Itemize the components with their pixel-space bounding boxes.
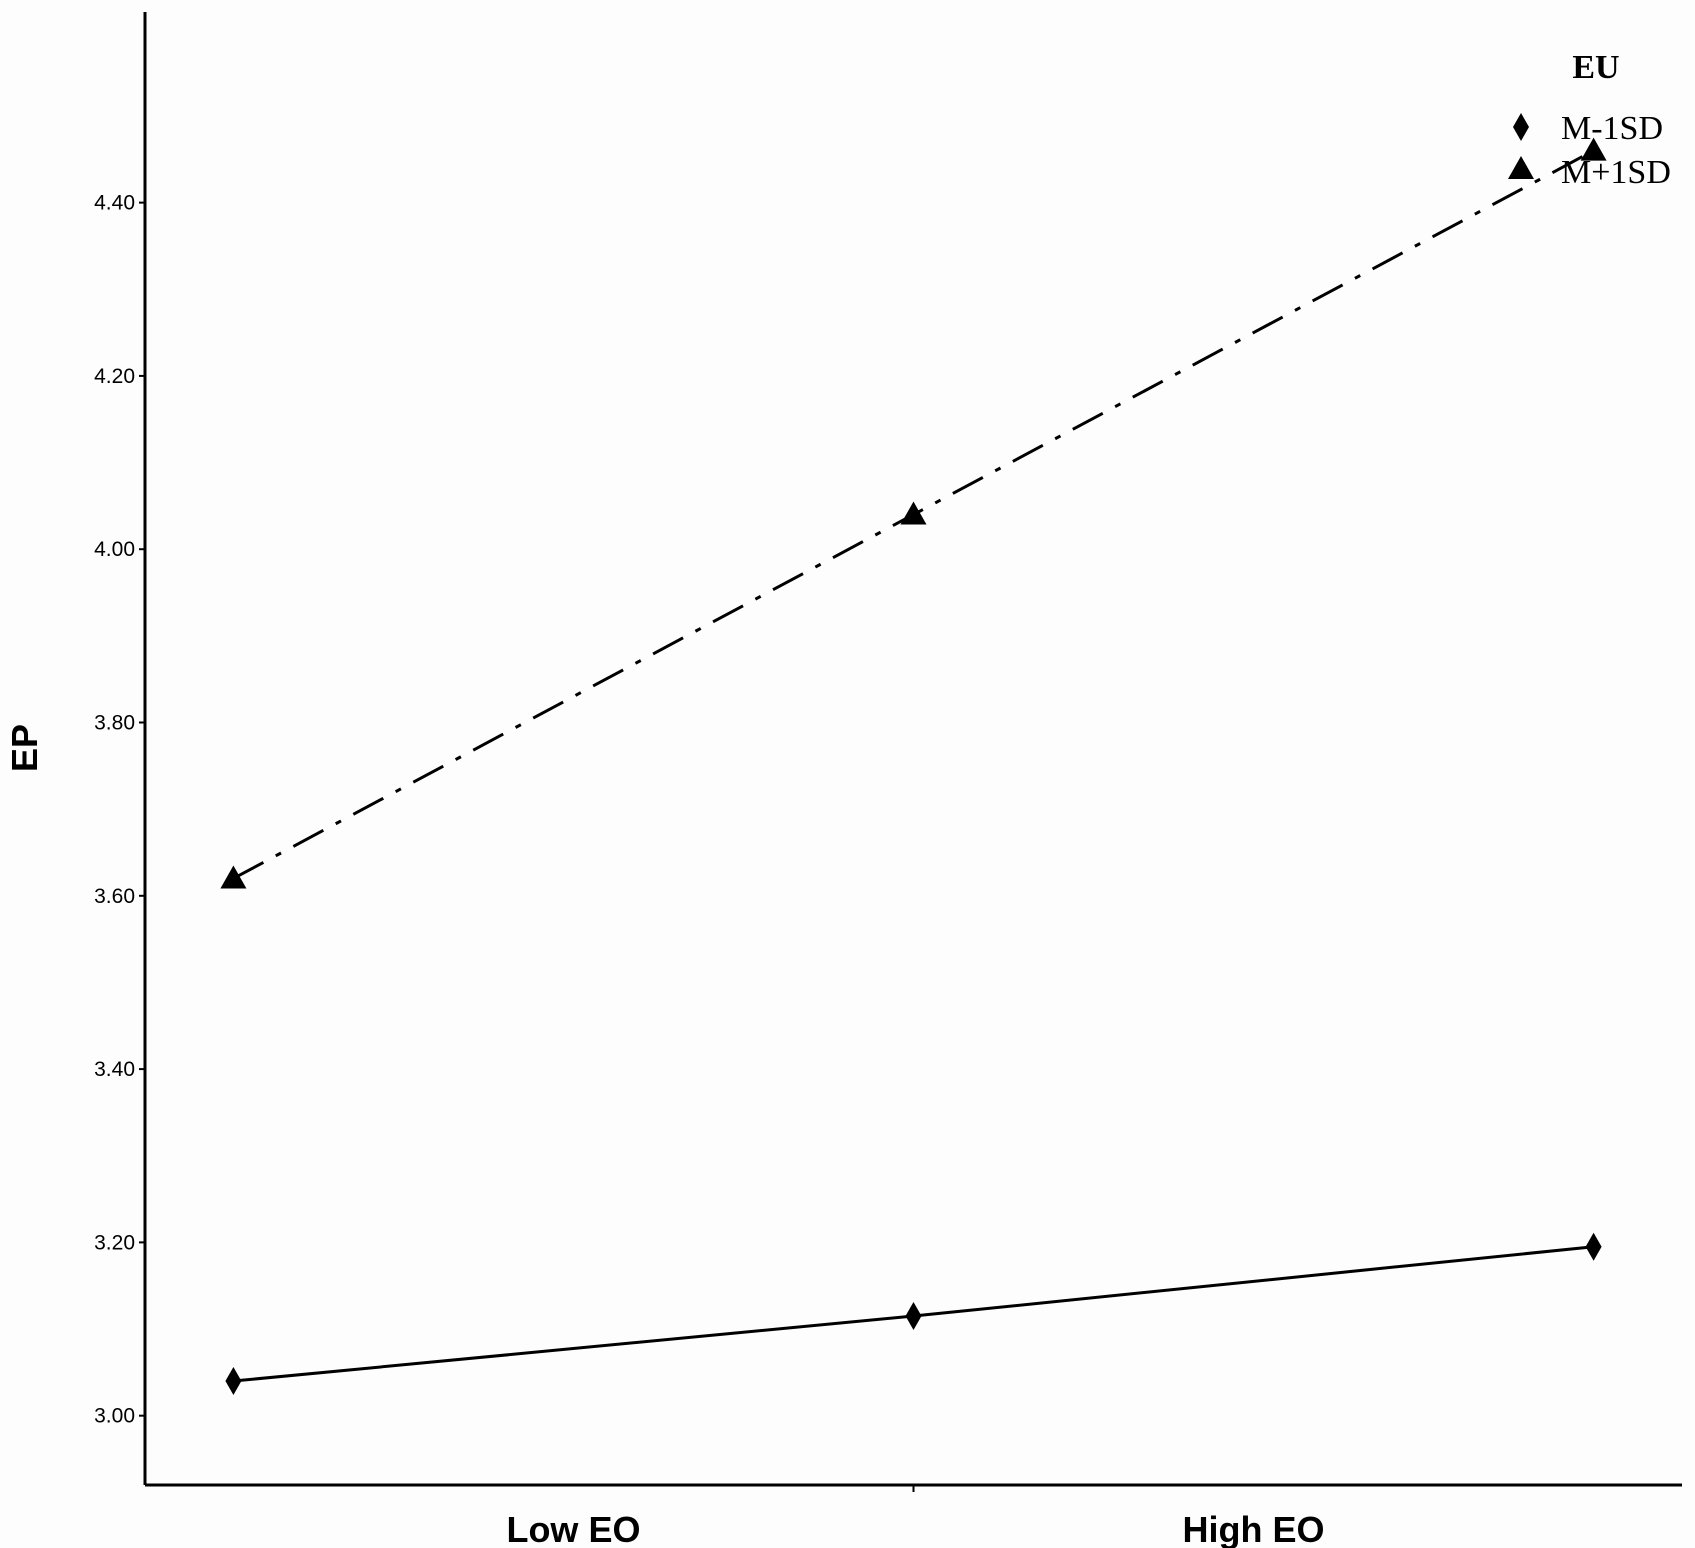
y-tick-label: 3.40: [94, 1058, 135, 1081]
legend: EU M-1SD M+1SD: [1508, 49, 1671, 191]
y-ticks: 3.00 3.20 3.40 3.60 3.80 4.00 4.20 4.40: [94, 192, 145, 1428]
x-category-label: High EO: [1183, 1509, 1325, 1548]
legend-label: M-1SD: [1561, 110, 1663, 147]
diamond-marker: [1585, 1232, 1602, 1261]
legend-diamond-icon: [1513, 113, 1529, 141]
series-M+1SD: [220, 137, 1607, 889]
y-tick-label: 4.20: [94, 365, 135, 388]
y-axis-title: EP: [4, 724, 45, 772]
diamond-marker: [225, 1367, 242, 1396]
legend-triangle-icon: [1508, 156, 1534, 179]
y-tick-label: 4.00: [94, 538, 135, 561]
y-tick-label: 3.60: [94, 885, 135, 908]
axes: [143, 12, 1682, 1487]
y-tick-label: 4.40: [94, 192, 135, 215]
y-tick-label: 3.20: [94, 1231, 135, 1254]
x-ticks: Low EO High EO: [506, 1485, 1325, 1548]
triangle-marker: [900, 501, 927, 525]
triangle-marker: [220, 865, 247, 889]
legend-label: M+1SD: [1561, 154, 1671, 191]
y-tick-label: 3.80: [94, 712, 135, 735]
diamond-marker: [905, 1302, 922, 1331]
series-M-1SD: [225, 1232, 1602, 1396]
legend-title: EU: [1572, 49, 1619, 86]
x-category-label: Low EO: [506, 1509, 640, 1548]
triangle-marker: [1580, 137, 1607, 161]
y-tick-label: 3.00: [94, 1405, 135, 1428]
series-group: [220, 137, 1607, 1396]
